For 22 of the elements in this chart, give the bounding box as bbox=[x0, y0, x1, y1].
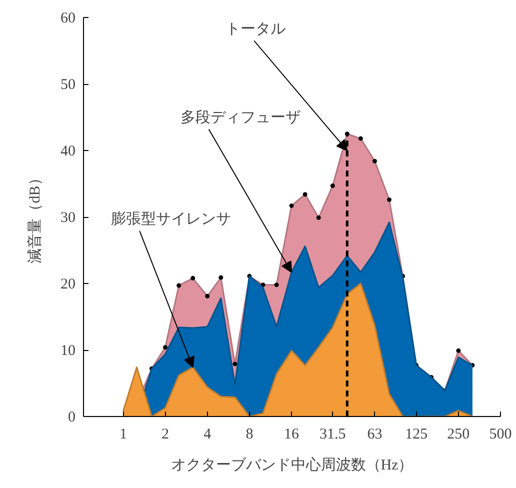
x-tick-label: 31.5 bbox=[320, 426, 346, 442]
y-tick-label: 20 bbox=[60, 276, 76, 292]
y-tick-label: 10 bbox=[60, 343, 76, 359]
x-tick-label: 1 bbox=[119, 426, 127, 442]
x-tick-label: 125 bbox=[405, 426, 428, 442]
x-tick-label: 250 bbox=[447, 426, 470, 442]
x-tick-label: 2 bbox=[162, 426, 170, 442]
y-tick-label: 30 bbox=[60, 210, 76, 226]
x-tick-label: 16 bbox=[284, 426, 300, 442]
y-axis-title: 減音量（dB） bbox=[26, 170, 44, 264]
x-tick-label: 4 bbox=[204, 426, 212, 442]
x-axis-title: オクターブバンド中心周波数（Hz） bbox=[170, 456, 414, 474]
annotation: トータル bbox=[226, 21, 286, 38]
y-tick-label: 60 bbox=[60, 10, 76, 26]
annotation: 膨張型サイレンサ bbox=[111, 210, 232, 228]
x-tick-label: 63 bbox=[367, 426, 382, 442]
x-tick-label: 8 bbox=[246, 426, 254, 442]
y-tick-label: 50 bbox=[60, 77, 76, 93]
x-tick-label: 500 bbox=[489, 426, 512, 442]
y-tick-label: 0 bbox=[68, 410, 76, 426]
y-tick-label: 40 bbox=[60, 144, 76, 160]
annotation: 多段ディフューザ bbox=[180, 108, 300, 126]
